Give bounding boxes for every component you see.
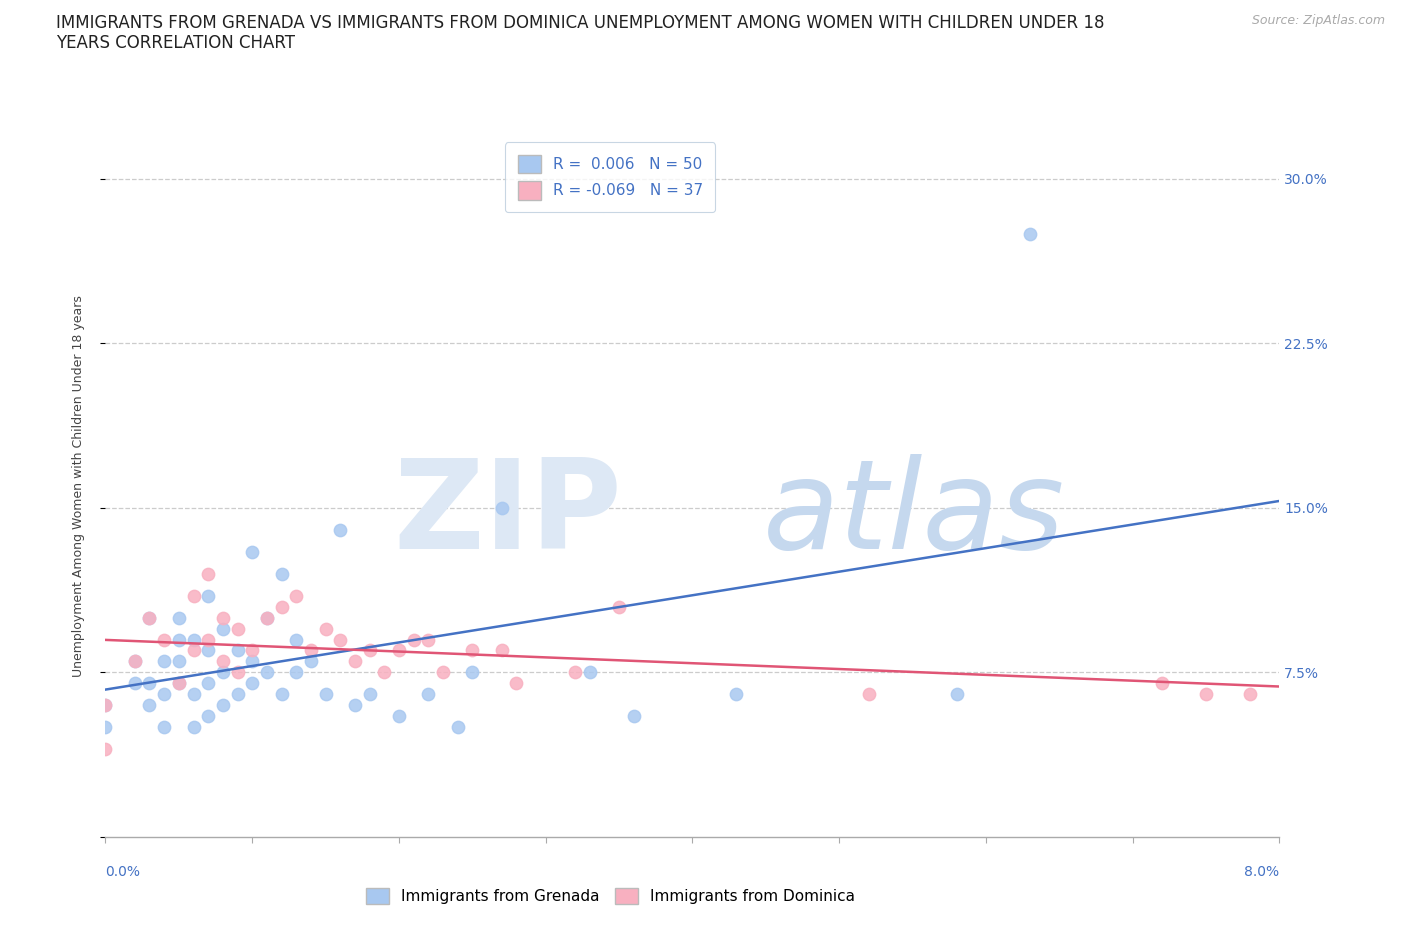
Point: [461, 665, 484, 680]
Point: [432, 665, 454, 680]
Point: [153, 687, 176, 702]
Point: [418, 687, 440, 702]
Point: [270, 687, 292, 702]
Text: Source: ZipAtlas.com: Source: ZipAtlas.com: [1251, 14, 1385, 27]
Point: [315, 621, 337, 636]
Point: [183, 632, 205, 647]
Point: [607, 599, 630, 614]
Point: [270, 566, 292, 581]
Legend: Immigrants from Grenada, Immigrants from Dominica: Immigrants from Grenada, Immigrants from…: [360, 882, 860, 910]
Point: [197, 709, 219, 724]
Point: [270, 599, 292, 614]
Point: [183, 687, 205, 702]
Text: IMMIGRANTS FROM GRENADA VS IMMIGRANTS FROM DOMINICA UNEMPLOYMENT AMONG WOMEN WIT: IMMIGRANTS FROM GRENADA VS IMMIGRANTS FR…: [56, 14, 1105, 32]
Point: [329, 632, 352, 647]
Point: [153, 720, 176, 735]
Point: [1239, 687, 1261, 702]
Point: [1150, 676, 1173, 691]
Point: [1195, 687, 1218, 702]
Point: [623, 709, 645, 724]
Point: [388, 709, 411, 724]
Point: [329, 523, 352, 538]
Point: [564, 665, 586, 680]
Point: [94, 698, 117, 712]
Point: [138, 610, 160, 625]
Point: [359, 643, 381, 658]
Point: [1019, 226, 1042, 241]
Point: [153, 654, 176, 669]
Point: [285, 665, 308, 680]
Point: [343, 698, 366, 712]
Point: [226, 621, 249, 636]
Point: [138, 676, 160, 691]
Point: [240, 654, 263, 669]
Point: [373, 665, 395, 680]
Point: [153, 632, 176, 647]
Point: [240, 676, 263, 691]
Point: [402, 632, 425, 647]
Point: [240, 544, 263, 559]
Text: 0.0%: 0.0%: [105, 865, 141, 879]
Point: [167, 676, 190, 691]
Point: [211, 621, 233, 636]
Point: [211, 698, 233, 712]
Point: [256, 610, 278, 625]
Point: [285, 632, 308, 647]
Point: [359, 687, 381, 702]
Text: 8.0%: 8.0%: [1244, 865, 1279, 879]
Point: [285, 588, 308, 603]
Point: [858, 687, 880, 702]
Point: [167, 676, 190, 691]
Point: [197, 676, 219, 691]
Point: [240, 643, 263, 658]
Point: [167, 654, 190, 669]
Point: [945, 687, 967, 702]
Point: [197, 566, 219, 581]
Point: [491, 500, 513, 515]
Text: atlas: atlas: [763, 454, 1064, 575]
Point: [211, 665, 233, 680]
Point: [167, 610, 190, 625]
Point: [94, 720, 117, 735]
Point: [299, 654, 322, 669]
Point: [446, 720, 468, 735]
Point: [167, 632, 190, 647]
Point: [226, 665, 249, 680]
Text: ZIP: ZIP: [394, 454, 621, 575]
Point: [461, 643, 484, 658]
Point: [299, 643, 322, 658]
Point: [256, 665, 278, 680]
Point: [183, 588, 205, 603]
Point: [211, 654, 233, 669]
Point: [388, 643, 411, 658]
Point: [197, 588, 219, 603]
Point: [256, 610, 278, 625]
Point: [138, 610, 160, 625]
Point: [183, 720, 205, 735]
Point: [124, 676, 146, 691]
Point: [418, 632, 440, 647]
Point: [124, 654, 146, 669]
Point: [197, 632, 219, 647]
Point: [197, 643, 219, 658]
Point: [94, 742, 117, 757]
Point: [211, 610, 233, 625]
Point: [505, 676, 527, 691]
Point: [315, 687, 337, 702]
Point: [343, 654, 366, 669]
Point: [183, 643, 205, 658]
Point: [94, 698, 117, 712]
Point: [578, 665, 600, 680]
Point: [226, 643, 249, 658]
Point: [725, 687, 748, 702]
Point: [491, 643, 513, 658]
Text: YEARS CORRELATION CHART: YEARS CORRELATION CHART: [56, 34, 295, 52]
Y-axis label: Unemployment Among Women with Children Under 18 years: Unemployment Among Women with Children U…: [72, 295, 84, 677]
Point: [226, 687, 249, 702]
Point: [138, 698, 160, 712]
Point: [124, 654, 146, 669]
